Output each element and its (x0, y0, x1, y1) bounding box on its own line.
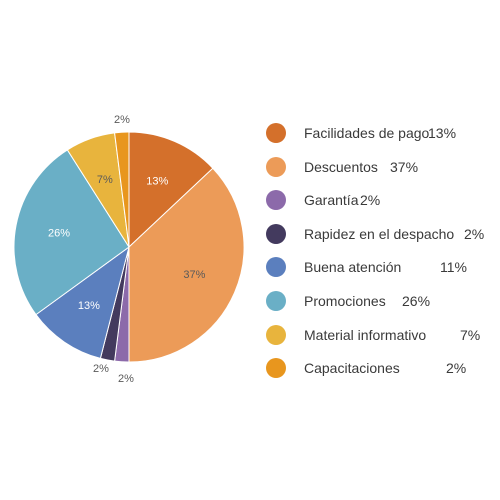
legend-value: 2% (446, 360, 467, 377)
legend-value: 7% (460, 326, 481, 343)
legend-label: Facilidades de pago (304, 125, 430, 141)
legend-item: Material informativo 7% (266, 320, 496, 354)
pie-label-1: 13% (146, 176, 168, 188)
pie-slice-5 (35, 245, 130, 359)
pie-label-5: 13% (78, 300, 100, 312)
legend-swatch (266, 190, 286, 211)
legend-swatch (266, 290, 286, 311)
pie-slice-2 (128, 167, 245, 363)
legend-value: 26% (402, 292, 431, 309)
pie-slice-6 (13, 149, 130, 316)
legend-item: Facilidades de pago 13% (266, 118, 496, 152)
legend-value: 37% (390, 158, 419, 175)
legend-swatch (266, 123, 286, 143)
pie-label-6: 26% (48, 228, 70, 240)
legend-item: Descuentos 37% (266, 152, 496, 186)
legend-item: Promociones 26% (266, 286, 496, 320)
legend-swatch (266, 324, 286, 345)
pie-slice-8 (114, 131, 130, 248)
legend-value: 11% (440, 259, 467, 276)
legend-label: Garantía (304, 192, 359, 209)
legend: Facilidades de pago 13% Descuentos 37% Garan… (266, 118, 496, 387)
legend-value: 2% (464, 225, 485, 242)
legend-swatch (266, 156, 286, 177)
legend-item: Buena atención 11% (266, 252, 496, 286)
legend-item: Garantía 2% (266, 185, 496, 219)
legend-label: Buena atención (304, 259, 402, 276)
legend-item: Rapidez en el despacho 2% (266, 219, 496, 253)
legend-value: 13% (428, 125, 457, 141)
pie-label-7: 7% (97, 174, 113, 186)
legend-swatch (266, 223, 286, 244)
legend-label: Promociones (304, 292, 386, 309)
legend-value: 2% (360, 192, 381, 209)
pie-label-2: 37% (183, 269, 205, 281)
legend-label: Material informativo (304, 326, 427, 343)
legend-item: Capacitaciones 2% (266, 353, 496, 387)
pie-label-3: 2% (118, 373, 134, 385)
pie-label-8: 2% (114, 114, 130, 126)
pie-label-4: 2% (93, 363, 109, 375)
legend-swatch (266, 257, 286, 278)
legend-label: Capacitaciones (304, 360, 400, 377)
legend-swatch (266, 358, 286, 379)
pie-slice-1 (128, 131, 214, 249)
legend-label: Rapidez en el despacho (304, 225, 455, 242)
legend-label: Descuentos (304, 158, 378, 175)
